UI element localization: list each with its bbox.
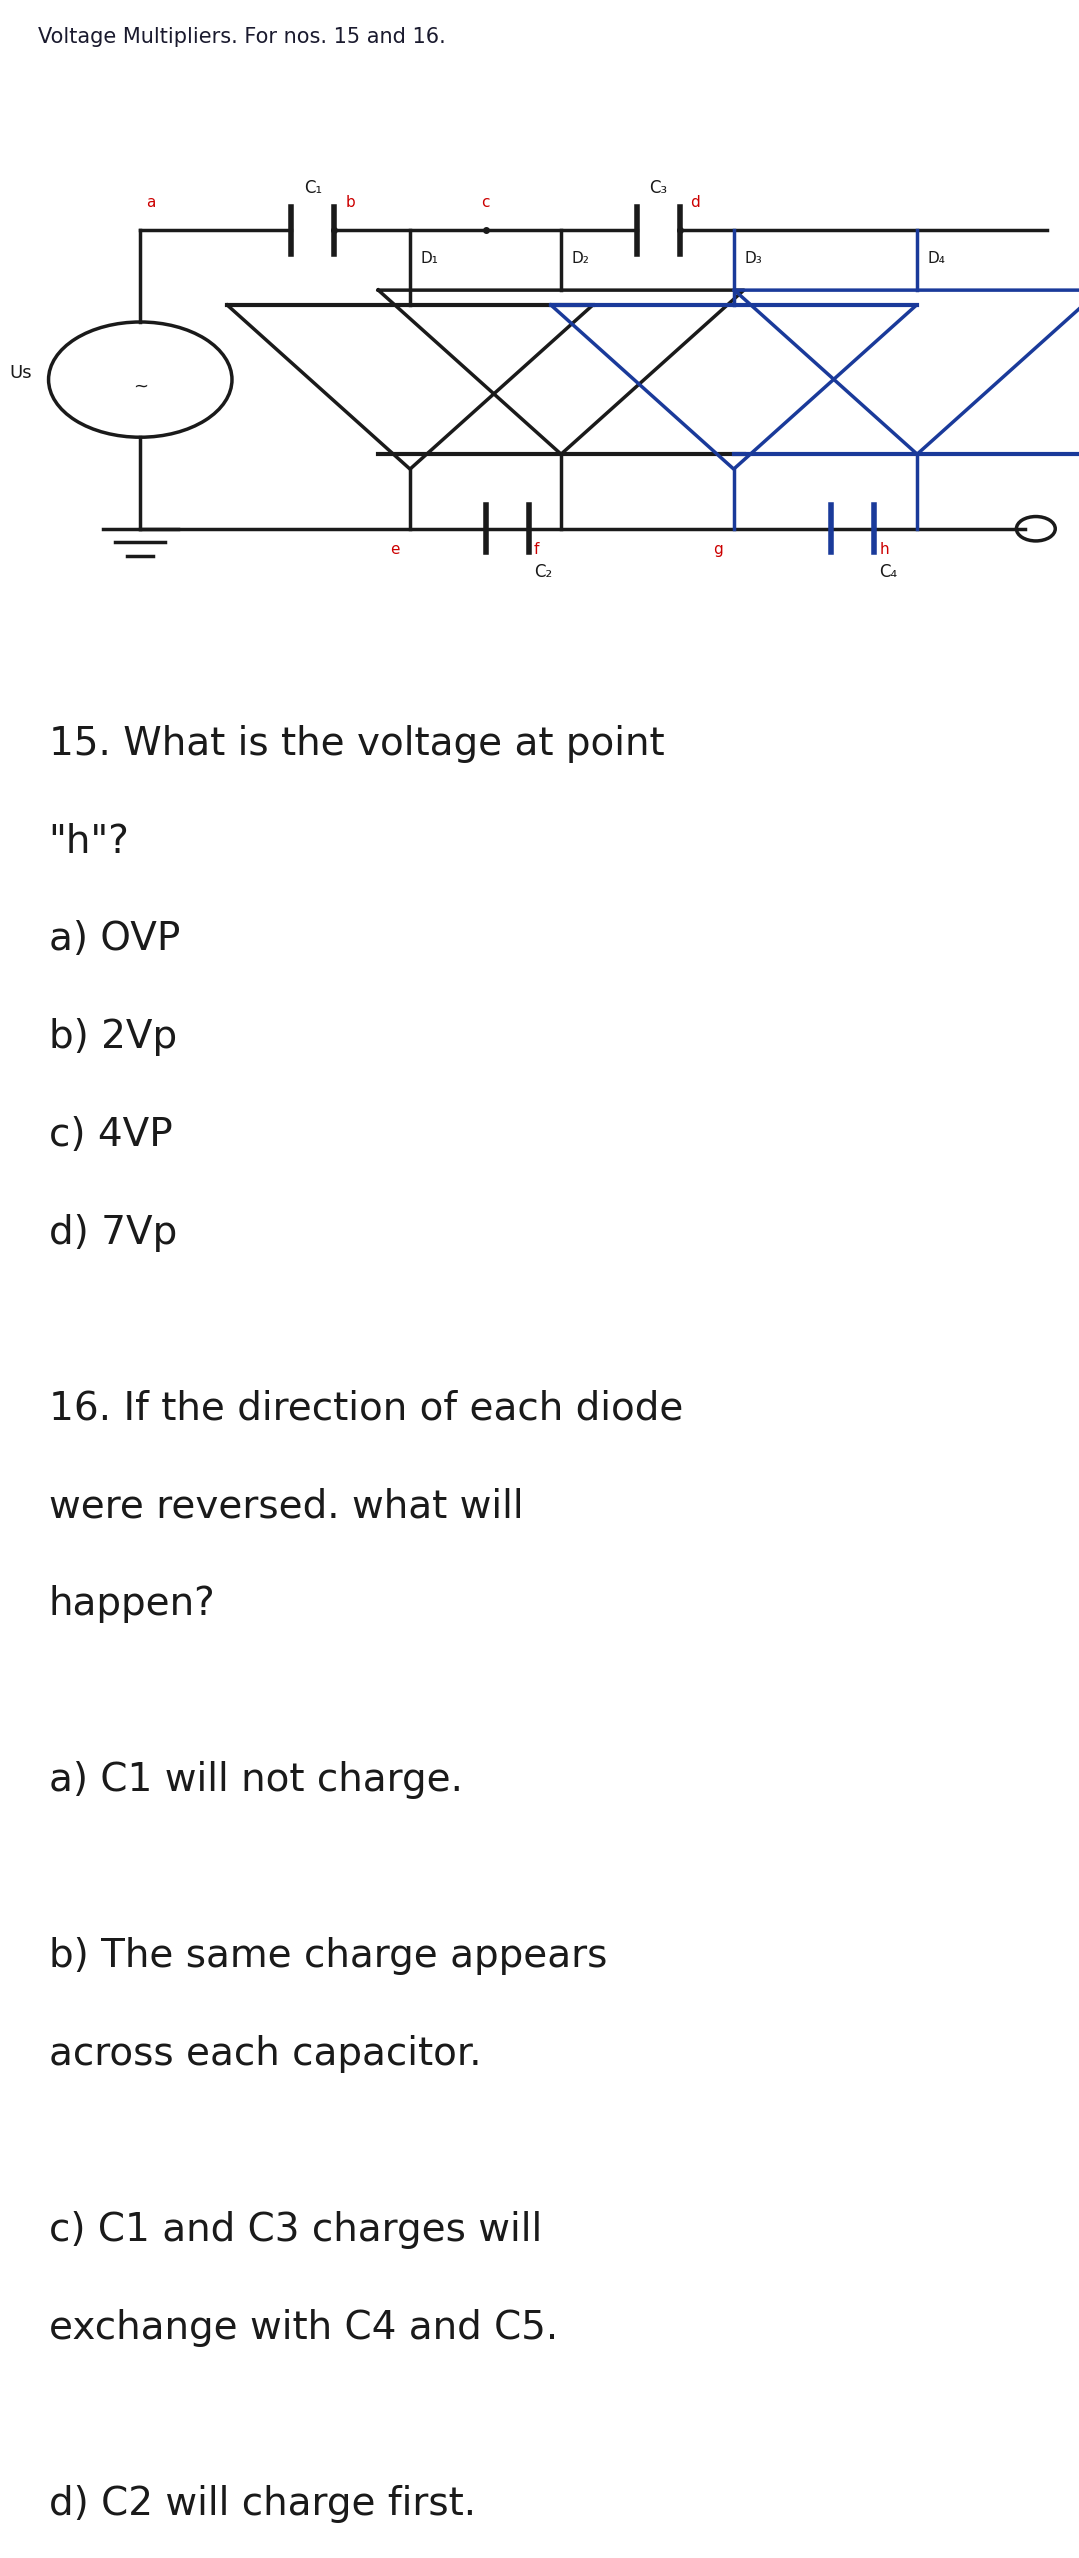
- Text: 15. What is the voltage at point: 15. What is the voltage at point: [49, 724, 665, 762]
- Text: a: a: [146, 194, 155, 210]
- Text: D₄: D₄: [928, 251, 946, 266]
- Text: a) OVP: a) OVP: [49, 921, 180, 959]
- Text: h: h: [879, 542, 889, 558]
- Text: across each capacitor.: across each capacitor.: [49, 2036, 481, 2072]
- Text: Us: Us: [10, 363, 32, 381]
- Text: C₁: C₁: [304, 179, 322, 197]
- Text: exchange with C4 and C5.: exchange with C4 and C5.: [49, 2310, 558, 2346]
- Text: c) 4VP: c) 4VP: [49, 1115, 173, 1154]
- Text: c: c: [481, 194, 490, 210]
- Text: C₃: C₃: [650, 179, 667, 197]
- Text: g: g: [713, 542, 723, 558]
- Text: b) 2Vp: b) 2Vp: [49, 1018, 177, 1056]
- Text: D₃: D₃: [745, 251, 762, 266]
- Text: b: b: [345, 194, 355, 210]
- Text: a) C1 will not charge.: a) C1 will not charge.: [49, 1762, 463, 1798]
- Text: C₄: C₄: [879, 563, 898, 581]
- Text: d: d: [691, 194, 700, 210]
- Text: e: e: [390, 542, 399, 558]
- Text: C₂: C₂: [534, 563, 552, 581]
- Text: f: f: [534, 542, 540, 558]
- Text: c) C1 and C3 charges will: c) C1 and C3 charges will: [49, 2210, 542, 2248]
- Text: happen?: happen?: [49, 1586, 216, 1624]
- Text: Voltage Multipliers. For nos. 15 and 16.: Voltage Multipliers. For nos. 15 and 16.: [38, 28, 446, 46]
- Text: "h"?: "h"?: [49, 824, 129, 859]
- Text: d) 7Vp: d) 7Vp: [49, 1212, 177, 1251]
- Text: d) C2 will charge first.: d) C2 will charge first.: [49, 2484, 476, 2522]
- Text: 16. If the direction of each diode: 16. If the direction of each diode: [49, 1389, 683, 1427]
- Text: b) The same charge appears: b) The same charge appears: [49, 1936, 606, 1975]
- Text: ~: ~: [133, 379, 148, 396]
- Text: D₁: D₁: [421, 251, 439, 266]
- Text: D₂: D₂: [572, 251, 590, 266]
- Text: were reversed. what will: were reversed. what will: [49, 1486, 523, 1525]
